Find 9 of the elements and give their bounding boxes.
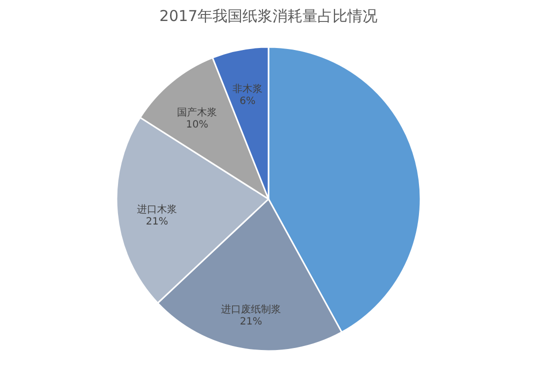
data-label: 21% <box>146 216 168 228</box>
slice-label: 非木浆 <box>232 82 263 95</box>
slice-label: 国产木浆 <box>177 106 218 119</box>
data-label: 10% <box>186 120 208 131</box>
slice-label: 进口废纸制浆 <box>220 304 281 316</box>
data-label: 6% <box>240 96 256 107</box>
data-label: 21% <box>240 316 262 328</box>
chart-title: 2017年我国纸浆消耗量占比情况 <box>159 7 378 25</box>
slice-label: 进口木浆 <box>136 204 177 216</box>
